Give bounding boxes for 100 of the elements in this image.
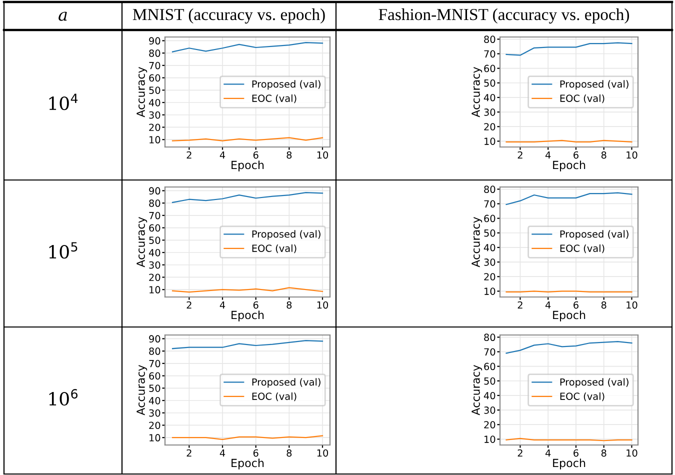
x-tick-label: 8 [286, 301, 292, 309]
y-tick-label: 10 [150, 286, 160, 294]
x-tick-label: 6 [574, 151, 578, 159]
y-axis-title: Accuracy [472, 216, 482, 268]
y-tick-label: 50 [149, 384, 160, 392]
x-tick-label: 10 [317, 151, 328, 159]
x-tick-label: 6 [574, 449, 578, 457]
x-tick-label: 6 [253, 449, 258, 457]
y-tick-label: 30 [484, 258, 496, 266]
x-tick-label: 4 [545, 301, 551, 309]
y-axis-title: Accuracy [136, 66, 148, 118]
x-tick-label: 4 [220, 449, 226, 457]
x-axis-title: Epoch [232, 160, 264, 172]
x-tick-label: 8 [601, 301, 606, 309]
x-tick-label: 10 [626, 449, 638, 457]
line-series [172, 42, 324, 52]
line-series [506, 192, 632, 206]
legend-label: Proposed (val) [560, 230, 628, 240]
x-tick-label: 4 [545, 449, 551, 457]
y-tick-label: 40 [148, 98, 160, 106]
y-axis-title: Accuracy [472, 66, 482, 118]
x-tick-label: 8 [286, 449, 292, 457]
y-tick-label: 90 [149, 335, 160, 343]
y-tick-label: 30 [149, 409, 160, 417]
y-axis-title: Accuracy [136, 364, 148, 416]
y-tick-label: 20 [484, 123, 496, 130]
y-tick-label: 30 [149, 111, 160, 119]
y-tick-label: 10 [150, 434, 160, 442]
y-tick-label: 70 [149, 360, 160, 368]
y-tick-label: 50 [149, 236, 160, 244]
y-tick-label: 80 [484, 186, 496, 194]
y-tick-label: 20 [484, 421, 496, 428]
y-tick-label: 80 [484, 334, 496, 342]
legend-label: EOC (val) [560, 244, 604, 254]
y-tick-label: 30 [484, 406, 496, 414]
x-tick-label: 2 [518, 449, 522, 457]
x-tick-label: 10 [317, 449, 328, 457]
legend-label: Proposed (val) [252, 230, 320, 240]
y-tick-label: 30 [149, 261, 160, 269]
y-tick-label: 40 [484, 94, 496, 102]
x-tick-label: 4 [220, 151, 226, 159]
chart-title: Fashion-MNIST (accuracy vs. epoch) [378, 8, 630, 24]
text: 10$^{5}$ [49, 242, 78, 259]
x-tick-label: 6 [253, 301, 258, 309]
x-axis-title: Epoch [553, 458, 586, 470]
y-tick-label: 60 [484, 214, 496, 222]
y-tick-label: 70 [484, 348, 496, 356]
x-tick-label: 6 [253, 151, 258, 159]
y-tick-label: 70 [484, 50, 496, 58]
x-tick-label: 10 [626, 301, 638, 309]
y-tick-label: 80 [149, 200, 160, 207]
y-tick-label: 20 [149, 422, 160, 430]
y-tick-label: 10 [150, 136, 160, 144]
y-tick-label: 60 [484, 362, 496, 370]
legend-label: Proposed (val) [252, 378, 320, 388]
y-tick-label: 90 [149, 37, 160, 45]
x-tick-label: 4 [545, 151, 551, 159]
y-tick-label: 60 [149, 372, 160, 380]
line-series [506, 341, 632, 354]
legend-label: EOC (val) [252, 94, 296, 104]
y-tick-label: 40 [148, 396, 160, 404]
y-tick-label: 20 [149, 274, 160, 282]
x-tick-label: 10 [626, 151, 638, 159]
line-series [506, 42, 632, 56]
x-axis-title: Epoch [553, 160, 586, 172]
y-tick-label: 50 [484, 229, 496, 237]
x-tick-label: 10 [317, 301, 328, 309]
line-series [172, 192, 324, 204]
y-tick-label: 50 [149, 86, 160, 94]
x-axis-title: Epoch [553, 310, 586, 322]
y-tick-label: 80 [484, 36, 496, 44]
text: 10$^{6}$ [49, 389, 78, 406]
y-tick-label: 10 [484, 288, 496, 296]
x-tick-label: 4 [220, 301, 226, 309]
y-tick-label: 80 [149, 50, 160, 57]
y-tick-label: 20 [149, 124, 160, 132]
y-tick-label: 70 [484, 200, 496, 208]
x-tick-label: 8 [601, 151, 606, 159]
x-tick-label: 6 [574, 301, 578, 309]
text: a [58, 12, 67, 21]
y-tick-label: 10 [484, 436, 496, 444]
legend-label: EOC (val) [252, 244, 296, 254]
legend-label: Proposed (val) [560, 378, 628, 388]
legend-label: EOC (val) [560, 392, 604, 402]
legend-label: EOC (val) [252, 392, 296, 402]
y-tick-label: 10 [484, 138, 496, 146]
y-tick-label: 50 [484, 79, 496, 87]
x-tick-label: 2 [186, 301, 192, 309]
text: 10$^{4}$ [49, 94, 78, 110]
y-tick-label: 40 [484, 244, 496, 252]
y-tick-label: 40 [148, 248, 160, 256]
x-tick-label: 2 [186, 151, 192, 159]
y-tick-label: 20 [484, 273, 496, 280]
x-tick-label: 8 [286, 151, 292, 159]
x-axis-title: Epoch [232, 458, 264, 470]
x-tick-label: 2 [518, 301, 522, 309]
y-tick-label: 70 [149, 62, 160, 70]
legend-label: Proposed (val) [560, 80, 628, 90]
y-axis-title: Accuracy [472, 364, 482, 416]
y-tick-label: 40 [484, 392, 496, 400]
